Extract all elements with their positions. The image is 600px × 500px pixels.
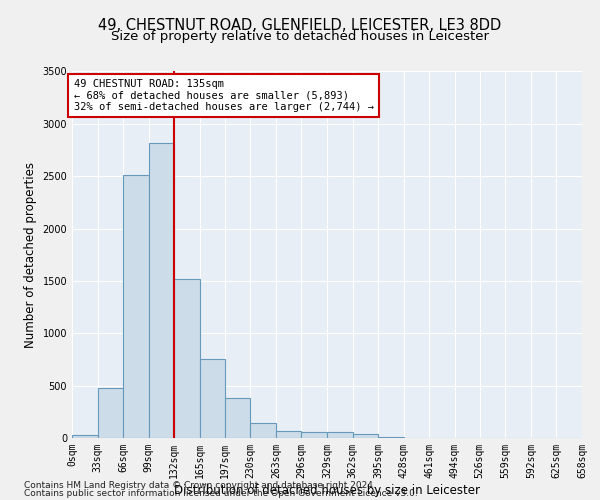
Bar: [250, 424, 276, 438]
Bar: [175, 279, 200, 438]
Bar: [276, 431, 301, 438]
Text: Size of property relative to detached houses in Leicester: Size of property relative to detached ho…: [111, 30, 489, 43]
Bar: [327, 432, 353, 438]
Text: Contains HM Land Registry data © Crown copyright and database right 2024.: Contains HM Land Registry data © Crown c…: [24, 480, 376, 490]
Bar: [72, 436, 98, 438]
Bar: [378, 437, 404, 438]
Y-axis label: Number of detached properties: Number of detached properties: [24, 162, 37, 348]
Bar: [301, 432, 327, 438]
Bar: [353, 434, 378, 438]
X-axis label: Distribution of detached houses by size in Leicester: Distribution of detached houses by size …: [174, 484, 480, 496]
Bar: [98, 388, 123, 438]
Text: 49 CHESTNUT ROAD: 135sqm
← 68% of detached houses are smaller (5,893)
32% of sem: 49 CHESTNUT ROAD: 135sqm ← 68% of detach…: [74, 78, 374, 112]
Bar: [149, 142, 175, 438]
Bar: [123, 175, 149, 438]
Text: 49, CHESTNUT ROAD, GLENFIELD, LEICESTER, LE3 8DD: 49, CHESTNUT ROAD, GLENFIELD, LEICESTER,…: [98, 18, 502, 32]
Bar: [200, 360, 226, 438]
Text: Contains public sector information licensed under the Open Government Licence v3: Contains public sector information licen…: [24, 489, 418, 498]
Bar: [224, 398, 250, 438]
